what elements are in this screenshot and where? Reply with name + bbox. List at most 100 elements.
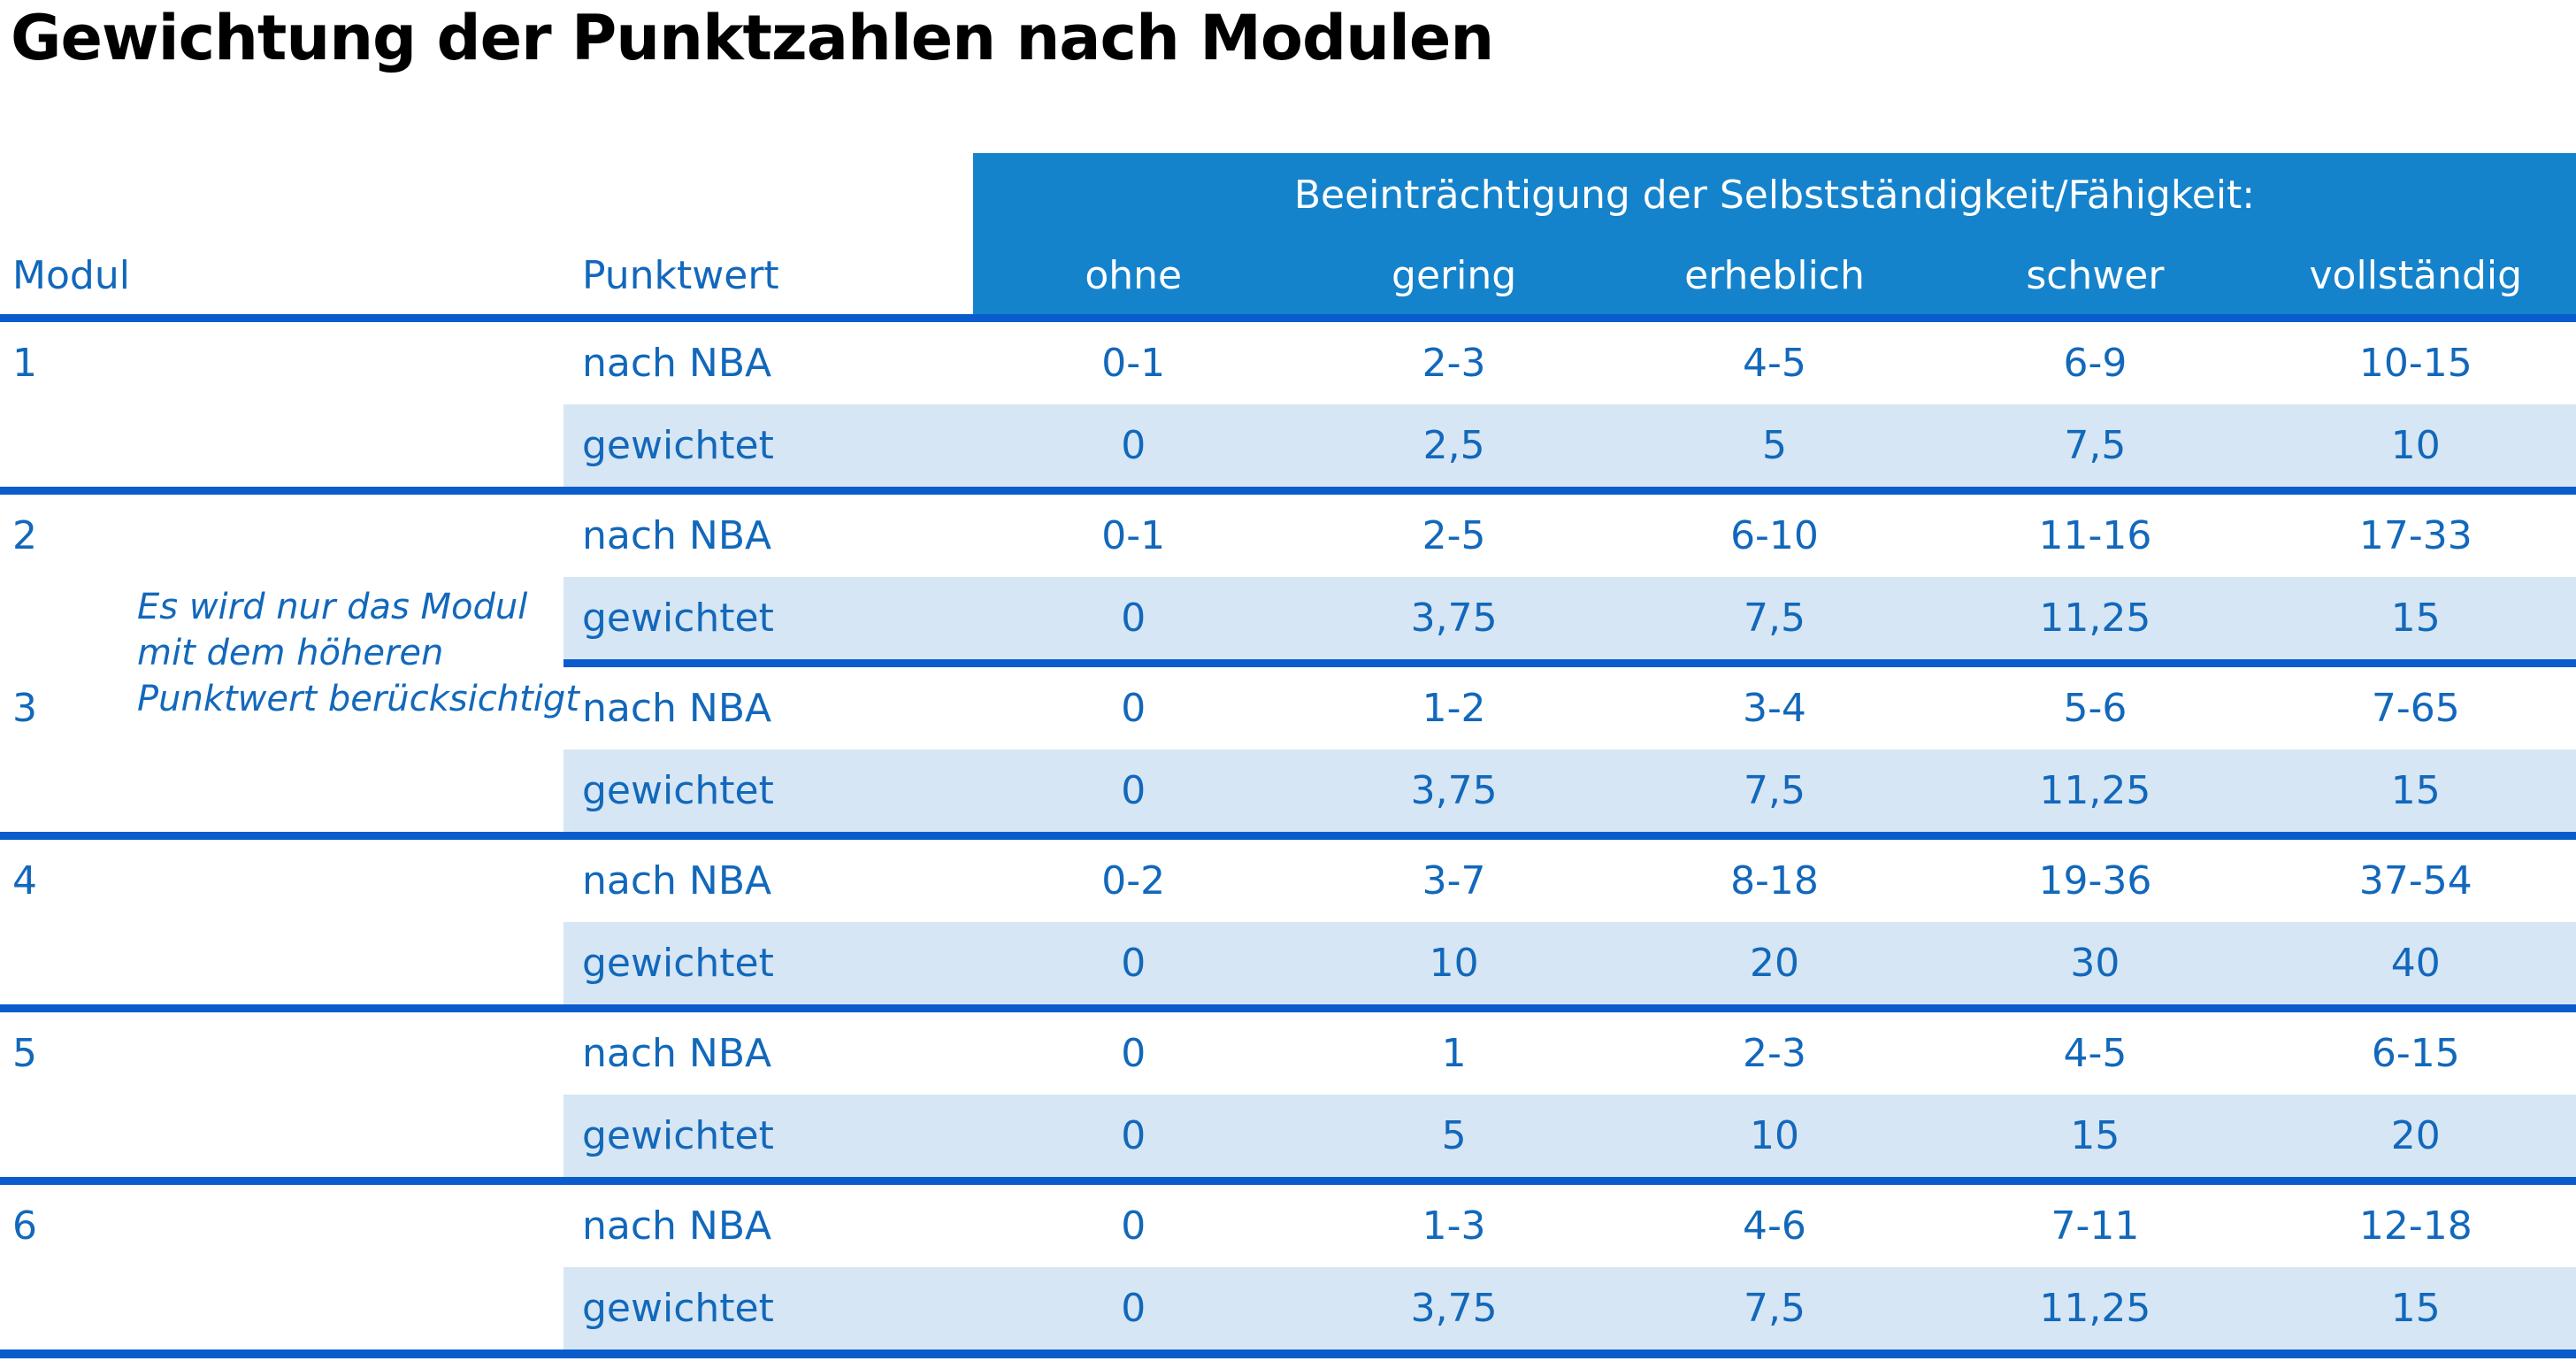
value-cell: 40 xyxy=(2255,922,2576,1004)
value-cell: 0 xyxy=(1121,686,1146,731)
value-cell: 4-6 xyxy=(1743,1203,1806,1249)
value-cell: 5 xyxy=(1614,404,1936,487)
row-label-gewichtet: gewichtet xyxy=(564,404,973,487)
row-label-nach-nba: nach NBA xyxy=(582,1203,772,1249)
module-separator-line xyxy=(0,832,2576,840)
value-cell: 19-36 xyxy=(2038,858,2152,903)
value-cell: 0 xyxy=(1121,1031,1146,1076)
module-number: 2 xyxy=(12,513,37,558)
table-row-module2-gewichtet: gewichtet 0 3,75 7,5 11,25 15 xyxy=(0,577,2576,659)
module-number: 1 xyxy=(12,341,37,386)
page-title: Gewichtung der Punktzahlen nach Modulen xyxy=(11,2,1494,74)
table-row-module1-nach-nba: 1 nach NBA 0-1 2-3 4-5 6-9 10-15 xyxy=(0,322,2576,404)
value-cell: 0 xyxy=(973,404,1294,487)
value-cell: 10 xyxy=(1614,1095,1936,1177)
column-header-severity-gering: gering xyxy=(1293,237,1614,314)
value-cell: 0 xyxy=(973,750,1294,832)
value-cell: 0 xyxy=(973,922,1294,1004)
value-cell: 3,75 xyxy=(1293,577,1614,659)
value-cell: 0-1 xyxy=(1101,341,1166,386)
header-separator-line xyxy=(0,314,2576,322)
column-header-modul: Modul xyxy=(12,253,130,298)
value-cell: 7-65 xyxy=(2371,686,2460,731)
value-cell: 0-2 xyxy=(1101,858,1166,903)
spacer-cell xyxy=(0,750,564,832)
header-spacer xyxy=(0,153,973,237)
column-header-punktwert: Punktwert xyxy=(582,253,779,298)
module-number: 4 xyxy=(12,858,37,903)
value-cell: 1 xyxy=(1441,1031,1467,1076)
spacer-cell xyxy=(0,404,564,487)
value-cell: 3,75 xyxy=(1293,750,1614,832)
value-cell: 7,5 xyxy=(1614,1267,1936,1349)
value-cell: 0 xyxy=(973,1267,1294,1349)
value-cell: 15 xyxy=(1935,1095,2256,1177)
value-cell: 15 xyxy=(2255,577,2576,659)
value-cell: 11,25 xyxy=(1935,750,2256,832)
table-row-module4-gewichtet: gewichtet 0 10 20 30 40 xyxy=(0,922,2576,1004)
value-cell: 12-18 xyxy=(2358,1203,2472,1249)
value-cell: 7,5 xyxy=(1614,750,1936,832)
value-cell: 6-9 xyxy=(2063,341,2128,386)
value-cell: 1-2 xyxy=(1422,686,1486,731)
table-column-header-row: Modul Punktwert ohne gering erheblich sc… xyxy=(0,237,2576,314)
table-row-module6-gewichtet: gewichtet 0 3,75 7,5 11,25 15 xyxy=(0,1267,2576,1349)
value-cell: 3,75 xyxy=(1293,1267,1614,1349)
table-bottom-line xyxy=(0,1349,2576,1358)
impairment-header: Beeinträchtigung der Selbstständigkeit/F… xyxy=(973,153,2576,237)
column-header-severity-ohne: ohne xyxy=(973,237,1294,314)
value-cell: 37-54 xyxy=(2358,858,2472,903)
value-cell: 30 xyxy=(1935,922,2256,1004)
value-cell: 2-5 xyxy=(1422,513,1486,558)
value-cell: 8-18 xyxy=(1730,858,1819,903)
value-cell: 11-16 xyxy=(2038,513,2152,558)
value-cell: 2-3 xyxy=(1743,1031,1806,1076)
value-cell: 1-3 xyxy=(1422,1203,1486,1249)
row-label-gewichtet: gewichtet xyxy=(564,577,973,659)
column-header-severity-schwer: schwer xyxy=(1935,237,2256,314)
value-cell: 0 xyxy=(973,1095,1294,1177)
value-cell: 15 xyxy=(2255,750,2576,832)
table-row-module4-nach-nba: 4 nach NBA 0-2 3-7 8-18 19-36 37-54 xyxy=(0,840,2576,922)
row-label-gewichtet: gewichtet xyxy=(564,922,973,1004)
value-cell: 11,25 xyxy=(1935,1267,2256,1349)
table-row-module1-gewichtet: gewichtet 0 2,5 5 7,5 10 xyxy=(0,404,2576,487)
value-cell: 10 xyxy=(2255,404,2576,487)
column-header-severity-vollstaendig: vollständig xyxy=(2255,237,2576,314)
table-header-band-row: Beeinträchtigung der Selbstständigkeit/F… xyxy=(0,153,2576,237)
spacer-cell xyxy=(0,1267,564,1349)
module-separator-line xyxy=(0,1177,2576,1185)
row-label-nach-nba: nach NBA xyxy=(582,686,772,731)
value-cell: 0 xyxy=(1121,1203,1146,1249)
value-cell: 6-15 xyxy=(2371,1031,2460,1076)
value-cell: 5 xyxy=(1293,1095,1614,1177)
table-row-module6-nach-nba: 6 nach NBA 0 1-3 4-6 7-11 12-18 xyxy=(0,1185,2576,1267)
column-header-severity-erheblich: erheblich xyxy=(1614,237,1936,314)
value-cell: 20 xyxy=(2255,1095,2576,1177)
table-row-module2-nach-nba: 2 nach NBA 0-1 2-5 6-10 11-16 17-33 xyxy=(0,495,2576,577)
table-row-module5-nach-nba: 5 nach NBA 0 1 2-3 4-5 6-15 xyxy=(0,1012,2576,1095)
module-separator-line-partial xyxy=(564,659,2576,667)
value-cell: 0-1 xyxy=(1101,513,1166,558)
value-cell: 3-4 xyxy=(1743,686,1806,731)
spacer-cell xyxy=(0,1095,564,1177)
value-cell: 7,5 xyxy=(1614,577,1936,659)
spacer-cell xyxy=(0,922,564,1004)
value-cell: 17-33 xyxy=(2358,513,2472,558)
row-label-nach-nba: nach NBA xyxy=(582,858,772,903)
value-cell: 4-5 xyxy=(2063,1031,2128,1076)
module-separator-line xyxy=(0,487,2576,495)
module-number: 6 xyxy=(12,1203,37,1249)
row-label-nach-nba: nach NBA xyxy=(582,341,772,386)
table-row-module5-gewichtet: gewichtet 0 5 10 15 20 xyxy=(0,1095,2576,1177)
value-cell: 6-10 xyxy=(1730,513,1819,558)
table-row-module3-nach-nba: 3 nach NBA 0 1-2 3-4 5-6 7-65 xyxy=(0,667,2576,750)
row-label-gewichtet: gewichtet xyxy=(564,1267,973,1349)
value-cell: 15 xyxy=(2255,1267,2576,1349)
value-cell: 2-3 xyxy=(1422,341,1486,386)
value-cell: 7-11 xyxy=(2051,1203,2140,1249)
table-row-module3-gewichtet: gewichtet 0 3,75 7,5 11,25 15 xyxy=(0,750,2576,832)
value-cell: 7,5 xyxy=(1935,404,2256,487)
value-cell: 10 xyxy=(1293,922,1614,1004)
